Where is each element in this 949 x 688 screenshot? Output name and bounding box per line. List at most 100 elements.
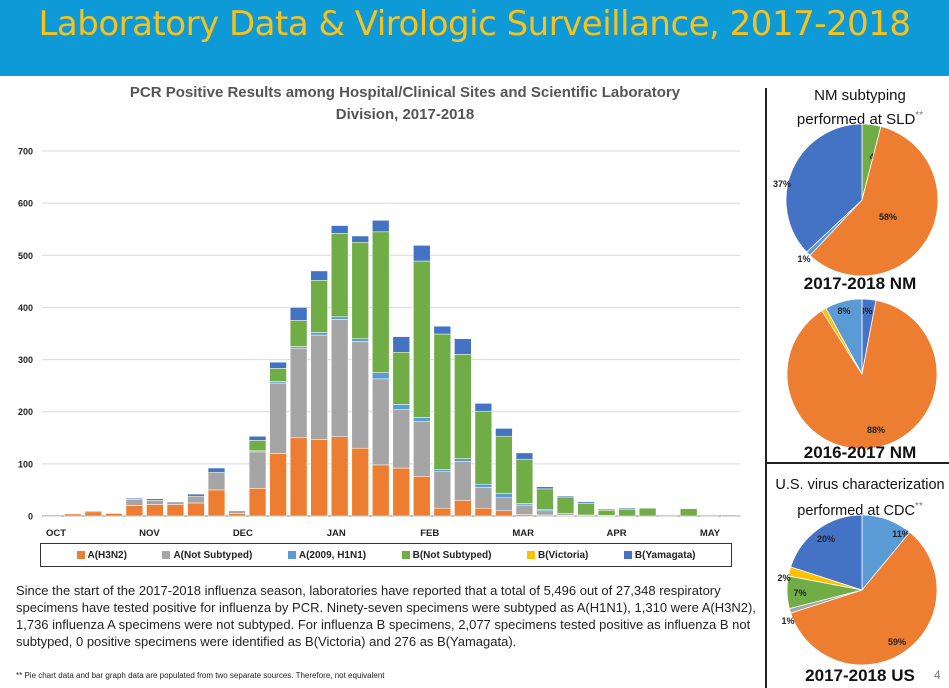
bar-segment-a-not-subtyped <box>166 501 185 505</box>
bar-segment-a-h3n2 <box>166 504 185 517</box>
legend-label: B(Not Subtyped) <box>412 549 492 561</box>
bar-segment-a-2009-h1n1 <box>372 372 390 380</box>
bar-segment-a-h3n2 <box>269 453 287 517</box>
bar-segment-b-not-subtyped <box>269 368 287 382</box>
bar-segment-b-yamagata <box>413 245 431 262</box>
bar-segment-a-h3n2 <box>146 504 164 517</box>
pie-data-label: 58% <box>879 212 897 222</box>
pie-slice-b-yamagata <box>785 123 863 253</box>
legend-item-b-yamagata: B(Yamagata) <box>623 549 696 561</box>
bar-segment-b-yamagata <box>125 498 144 500</box>
bar-segment-a-not-subtyped <box>187 495 205 504</box>
bar-segment-a-h3n2 <box>248 488 267 517</box>
stacked-bar-chart: 0 100 200 300 400 500 600 700 OCT NOV DEC JAN FEB MAR… <box>18 147 740 539</box>
bar-segment-a-h3n2 <box>474 507 493 517</box>
pie3-label: 2017-2018 US <box>805 666 915 685</box>
y-tick-label: 200 <box>18 407 33 417</box>
bar-segment-b-not-subtyped <box>577 503 595 516</box>
legend-label: A(H3N2) <box>87 549 127 561</box>
legend-item-b-not-subtyped: B(Not Subtyped) <box>401 549 492 561</box>
bar-segment-a-not-subtyped <box>474 487 493 509</box>
y-tick-label: 400 <box>18 303 33 313</box>
bar-segment-b-not-subtyped <box>536 488 554 510</box>
x-month-label: DEC <box>233 528 253 539</box>
bar-segment-a-2009-h1n1 <box>310 332 328 336</box>
bar-segment-b-yamagata <box>289 307 308 321</box>
pie-2016-2017-nm: 3% 88% 8% <box>786 298 938 450</box>
bar-segment-a-2009-h1n1 <box>495 493 513 499</box>
bar-segment-a-not-subtyped <box>105 512 123 514</box>
bar-chart-title-line-1: PCR Positive Results among Hospital/Clin… <box>129 84 681 101</box>
bar-segment-b-yamagata <box>372 220 390 233</box>
y-tick-label: 0 <box>28 512 33 522</box>
legend-swatch <box>401 551 410 559</box>
bar-segment-b-yamagata <box>207 467 226 473</box>
bar-segment-a-h3n2 <box>433 507 451 517</box>
bar-segment-a-2009-h1n1 <box>474 483 493 488</box>
bar-segment-a-not-subtyped <box>515 504 534 515</box>
legend-item-a-2009-h1n1: A(2009, H1N1) <box>287 550 366 561</box>
pie-data-label: 7% <box>793 588 806 598</box>
bar-segment-a-not-subtyped <box>413 421 431 477</box>
divider-vertical <box>765 88 767 688</box>
pie1-title-line-1: NM subtyping <box>814 87 906 104</box>
x-month-label: FEB <box>420 528 439 539</box>
bar-segment-b-not-subtyped <box>495 435 513 494</box>
title-banner: Laboratory Data & Virologic Surveillance… <box>0 0 949 76</box>
legend-item-a-h3n2: A(H3N2) <box>76 549 127 561</box>
x-month-label: NOV <box>139 528 160 539</box>
bar-segment-a-not-subtyped <box>84 510 102 513</box>
bar-segment-b-yamagata <box>495 428 513 437</box>
bar-segment-b-yamagata <box>392 336 410 353</box>
pie-data-label: 11% <box>892 529 910 539</box>
legend-swatch <box>162 551 171 559</box>
legend-item-a-not-subtyped: A(Not Subtyped) <box>162 550 252 561</box>
x-month-label: JAN <box>327 528 346 539</box>
bar-segment-a-not-subtyped <box>125 499 144 506</box>
bar-segment-a-not-subtyped <box>556 513 575 516</box>
bar-segment-b-not-subtyped <box>433 333 451 470</box>
bar-segment-a-not-subtyped <box>269 382 287 454</box>
bar-segment-a-h3n2 <box>372 464 390 517</box>
bar-segment-a-not-subtyped <box>536 510 554 516</box>
bar-segment-b-yamagata <box>351 235 369 243</box>
x-month-label: OCT <box>46 528 66 539</box>
chart-legend: A(H3N2) A(Not Subtyped) A(2009, H1N1) B(Not… <box>40 543 732 567</box>
bar-segment-a-h3n2 <box>351 447 369 517</box>
bar-segment-b-not-subtyped <box>474 410 493 485</box>
pie-2017-2018-us: 11% 59% 1% 7%2% 20% <box>777 514 938 666</box>
legend-label: B(Yamagata) <box>634 549 696 561</box>
bar-segment-a-h3n2 <box>228 513 246 517</box>
bar-segment-b-not-subtyped <box>680 508 698 517</box>
bar-segment-b-not-subtyped <box>310 280 328 333</box>
bar-segment-b-yamagata <box>454 338 472 355</box>
pie-data-label: 1% <box>797 254 810 264</box>
bar-segment-a-not-subtyped <box>248 451 267 489</box>
bar-segment-a-not-subtyped <box>146 500 164 505</box>
bar-segment-b-yamagata <box>536 486 554 490</box>
bar-segment-b-yamagata <box>638 507 657 509</box>
bar-segment-a-h3n2 <box>310 439 328 517</box>
bar-segment-a-not-subtyped <box>392 409 410 469</box>
pie-data-label: 20% <box>817 534 835 544</box>
bar-segment-a-h3n2 <box>43 514 61 517</box>
bar-segment-a-not-subtyped <box>331 319 349 437</box>
bar-segment-a-h3n2 <box>105 513 123 517</box>
summary-text: Since the start of the 2017-2018 influen… <box>16 583 756 649</box>
pie-data-label: 2% <box>777 573 790 583</box>
bar-chart-title: PCR Positive Results among Hospital/Clin… <box>70 82 740 126</box>
pie3-title-mark: ** <box>914 501 923 512</box>
pie1-title-line-2: performed at SLD <box>796 111 916 128</box>
bar-segment-b-yamagata <box>515 452 534 460</box>
bar-segment-a-not-subtyped <box>372 378 390 466</box>
bar-segment-b-not-subtyped <box>351 242 369 339</box>
bar-segment-a-2009-h1n1 <box>433 469 451 472</box>
legend-swatch <box>623 551 632 559</box>
bar-segment-b-yamagata <box>680 507 698 509</box>
bar-segment-a-h3n2 <box>64 513 82 517</box>
bar-segment-b-yamagata <box>597 508 616 511</box>
bar-segment-a-not-subtyped <box>433 471 451 509</box>
bar-segment-a-h3n2 <box>413 476 431 517</box>
bar-segment-a-not-subtyped <box>454 461 472 501</box>
pie-2017-2018-nm: 4%58%1%37% <box>773 123 939 277</box>
